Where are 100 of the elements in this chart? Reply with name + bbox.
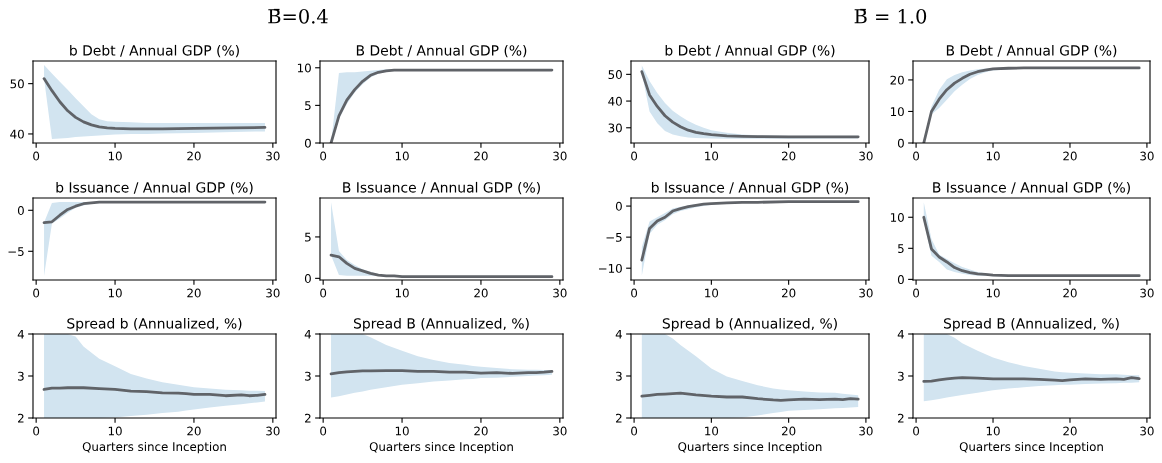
y-tick-label: 4	[17, 329, 24, 339]
x-tick-label: 20	[781, 426, 796, 436]
x-tick-label: 10	[395, 151, 409, 161]
line-series	[42, 386, 267, 398]
x-tick-label: 20	[474, 426, 488, 436]
x-tick-label: 10	[108, 288, 122, 298]
x-tick-label: 30	[266, 151, 280, 161]
x-tick-label: 10	[705, 426, 719, 436]
x-tick-label: 30	[553, 288, 567, 298]
y-tick-label: 2	[616, 413, 622, 423]
y-tick-label: −5	[8, 247, 24, 256]
y-tick-label: 50	[608, 70, 622, 80]
x-tick-label: 10	[108, 151, 122, 161]
chart-title: B Issuance / Annual GDP (%)	[343, 181, 540, 195]
chart-title: Spread b (Annualized, %)	[662, 317, 837, 332]
x-axis-title: Quarters since Inception	[82, 441, 226, 454]
line-series	[922, 215, 1141, 278]
x-tick-label: 0	[631, 288, 638, 298]
x-tick-label: 0	[33, 426, 40, 436]
y-tick-label: 4	[897, 329, 904, 339]
x-tick-label: 10	[395, 426, 409, 436]
chart-title: b Debt / Annual GDP (%)	[70, 44, 239, 58]
y-tick-label: 5	[305, 232, 311, 242]
text: B̄=0.4	[268, 8, 328, 24]
y-tick-label: 50	[10, 79, 24, 89]
chart-title: B Issuance / Annual GDP (%)	[933, 181, 1130, 195]
y-tick-label: 2	[305, 413, 311, 423]
line-series	[640, 391, 860, 402]
x-tick-label: 30	[553, 151, 567, 161]
x-tick-label: 20	[1063, 288, 1077, 298]
x-tick-label: 10	[705, 151, 719, 161]
x-tick-label: 10	[395, 288, 409, 298]
y-tick-label: 0	[17, 206, 24, 215]
chart-title: Spread b (Annualized, %)	[67, 317, 242, 332]
x-axis-title: Quarters since Inception	[369, 441, 513, 454]
line-series	[640, 200, 860, 262]
x-tick-label: 0	[33, 151, 40, 161]
x-tick-label: 10	[108, 426, 122, 436]
x-tick-label: 30	[1140, 151, 1154, 161]
x-tick-label: 20	[187, 151, 201, 161]
x-tick-label: 30	[859, 288, 873, 298]
y-tick-label: 3	[305, 371, 311, 381]
y-tick-label: 10	[890, 212, 904, 222]
x-tick-label: 0	[320, 426, 327, 436]
x-tick-label: 0	[33, 288, 40, 298]
y-tick-label: 40	[10, 129, 24, 139]
x-tick-label: 0	[913, 151, 920, 161]
x-axis-title: Quarters since Inception	[678, 441, 822, 454]
y-tick-label: 5	[898, 244, 904, 253]
y-tick-label: 30	[608, 123, 622, 133]
x-tick-label: 20	[474, 288, 488, 298]
y-tick-label: 3	[898, 371, 904, 381]
x-tick-label: 30	[1140, 288, 1154, 298]
y-tick-label: 0	[304, 138, 311, 148]
y-tick-label: 0	[304, 274, 311, 283]
y-tick-label: 3	[616, 371, 622, 381]
y-tick-label: 0	[897, 138, 904, 148]
y-tick-label: −5	[606, 233, 622, 242]
chart-title: Spread B (Annualized, %)	[353, 317, 529, 332]
x-tick-label: 20	[1063, 151, 1077, 161]
x-tick-label: 20	[1063, 426, 1077, 436]
x-tick-label: 30	[859, 426, 873, 436]
x-tick-label: 20	[187, 288, 201, 298]
y-tick-label: 0	[615, 201, 622, 211]
x-tick-label: 10	[986, 288, 1000, 298]
x-tick-label: 20	[187, 426, 201, 436]
y-tick-label: 4	[615, 329, 622, 339]
y-tick-label: 0	[897, 275, 904, 285]
x-tick-label: 0	[320, 151, 327, 161]
y-tick-label: −10	[599, 263, 622, 273]
chart-title: b Issuance / Annual GDP (%)	[56, 181, 253, 195]
y-tick-label: 40	[608, 96, 622, 106]
x-tick-label: 20	[781, 288, 796, 298]
x-tick-label: 0	[631, 426, 638, 436]
chart-title: B Debt / Annual GDP (%)	[356, 44, 527, 58]
x-tick-label: 30	[859, 151, 873, 161]
text: B̄ = 1.0	[854, 8, 927, 24]
line-series	[329, 253, 554, 279]
chart-title: b Debt / Annual GDP (%)	[665, 44, 835, 58]
x-tick-label: 30	[266, 426, 280, 436]
x-tick-label: 0	[913, 288, 920, 298]
y-tick-label: 4	[304, 329, 311, 339]
x-tick-label: 10	[705, 288, 719, 298]
x-tick-label: 30	[1140, 426, 1154, 436]
x-tick-label: 0	[913, 426, 920, 436]
y-tick-label: 2	[18, 413, 24, 423]
x-tick-label: 0	[631, 151, 638, 161]
line-series	[42, 200, 267, 224]
x-tick-label: 20	[781, 151, 796, 161]
chart-title: b Issuance / Annual GDP (%)	[651, 181, 849, 195]
line-series	[42, 77, 267, 131]
x-tick-label: 0	[320, 288, 327, 298]
y-tick-label: 5	[305, 101, 311, 111]
y-tick-label: 10	[297, 63, 311, 73]
x-tick-label: 30	[266, 288, 280, 298]
x-tick-label: 10	[986, 426, 1000, 436]
x-tick-label: 10	[986, 151, 1000, 161]
x-tick-label: 20	[474, 151, 488, 161]
x-axis-title: Quarters since Inception	[959, 441, 1103, 454]
chart-title: Spread B (Annualized, %)	[943, 317, 1119, 332]
